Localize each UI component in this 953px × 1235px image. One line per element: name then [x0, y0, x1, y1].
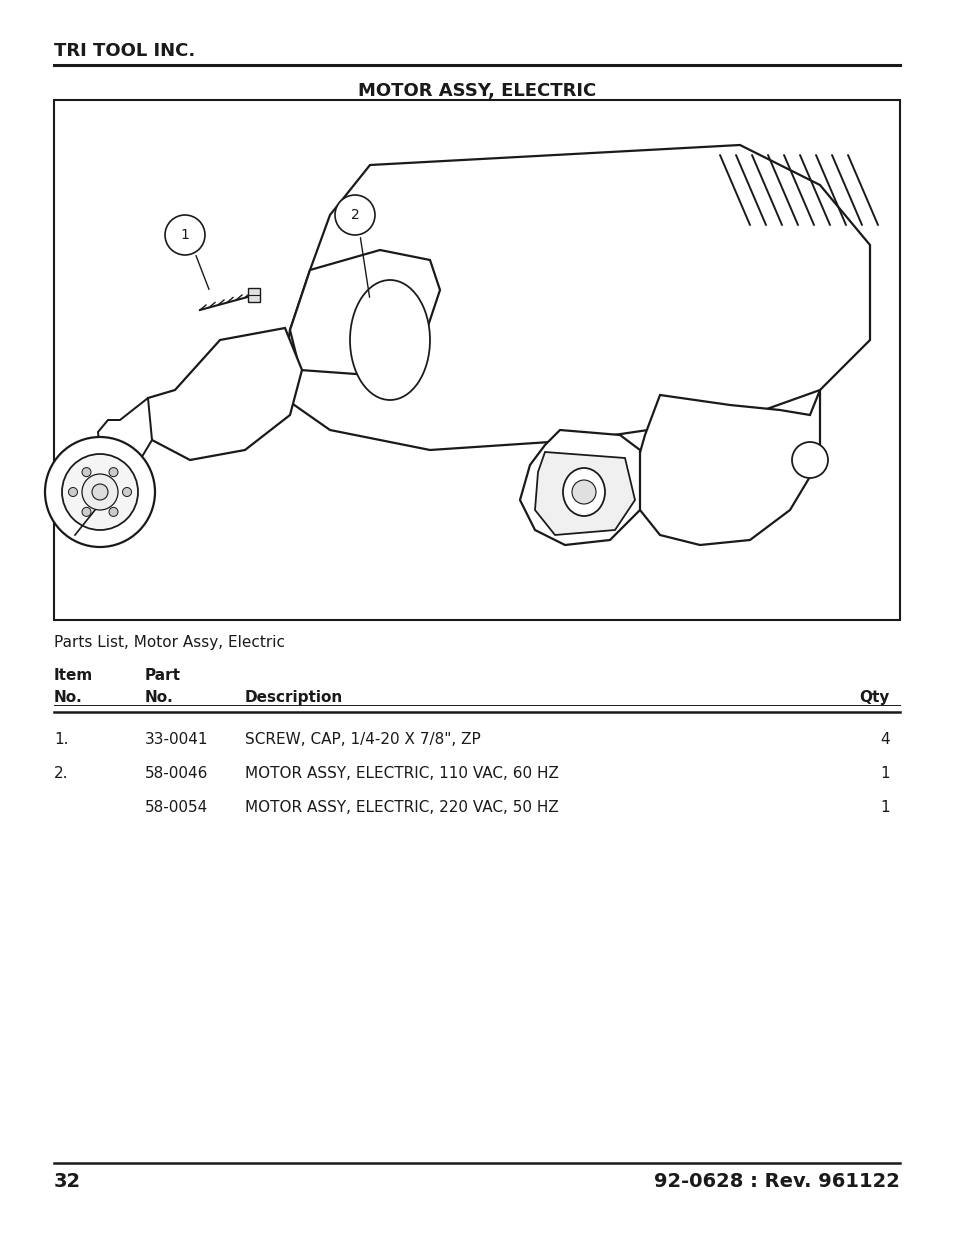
- Text: 58-0046: 58-0046: [145, 766, 208, 781]
- Text: 33-0041: 33-0041: [145, 732, 209, 747]
- Polygon shape: [98, 398, 152, 466]
- Polygon shape: [290, 249, 439, 375]
- Bar: [248, 288, 260, 303]
- Polygon shape: [519, 430, 639, 545]
- Circle shape: [122, 488, 132, 496]
- Circle shape: [165, 215, 205, 254]
- Text: Description: Description: [245, 690, 343, 705]
- Bar: [54, 100, 899, 620]
- Text: 58-0054: 58-0054: [145, 800, 208, 815]
- Text: SCREW, CAP, 1/4-20 X 7/8", ZP: SCREW, CAP, 1/4-20 X 7/8", ZP: [245, 732, 480, 747]
- Text: MOTOR ASSY, ELECTRIC, 220 VAC, 50 HZ: MOTOR ASSY, ELECTRIC, 220 VAC, 50 HZ: [245, 800, 558, 815]
- Circle shape: [82, 474, 118, 510]
- Ellipse shape: [350, 280, 430, 400]
- Text: 92-0628 : Rev. 961122: 92-0628 : Rev. 961122: [654, 1172, 899, 1191]
- Circle shape: [791, 442, 827, 478]
- Circle shape: [109, 508, 118, 516]
- Text: MOTOR ASSY, ELECTRIC: MOTOR ASSY, ELECTRIC: [357, 82, 596, 100]
- Text: No.: No.: [145, 690, 173, 705]
- Circle shape: [69, 488, 77, 496]
- Text: Qty: Qty: [859, 690, 889, 705]
- Text: 1: 1: [880, 800, 889, 815]
- Text: 1.: 1.: [54, 732, 69, 747]
- Circle shape: [91, 484, 108, 500]
- Polygon shape: [280, 144, 869, 450]
- Circle shape: [572, 480, 596, 504]
- Text: Part: Part: [145, 668, 181, 683]
- Circle shape: [109, 468, 118, 477]
- Circle shape: [45, 437, 154, 547]
- Text: MOTOR ASSY, ELECTRIC, 110 VAC, 60 HZ: MOTOR ASSY, ELECTRIC, 110 VAC, 60 HZ: [245, 766, 558, 781]
- Circle shape: [82, 508, 91, 516]
- Circle shape: [62, 454, 138, 530]
- Circle shape: [82, 468, 91, 477]
- Text: 2: 2: [351, 207, 359, 222]
- Text: 2.: 2.: [54, 766, 69, 781]
- Text: 4: 4: [880, 732, 889, 747]
- Polygon shape: [140, 329, 302, 459]
- Ellipse shape: [562, 468, 604, 516]
- Text: 32: 32: [54, 1172, 81, 1191]
- Text: 1: 1: [180, 228, 190, 242]
- Text: 1: 1: [880, 766, 889, 781]
- Polygon shape: [635, 390, 820, 545]
- Text: Parts List, Motor Assy, Electric: Parts List, Motor Assy, Electric: [54, 635, 285, 650]
- Text: No.: No.: [54, 690, 83, 705]
- Text: Item: Item: [54, 668, 93, 683]
- Polygon shape: [535, 452, 635, 535]
- Text: TRI TOOL INC.: TRI TOOL INC.: [54, 42, 195, 61]
- Circle shape: [335, 195, 375, 235]
